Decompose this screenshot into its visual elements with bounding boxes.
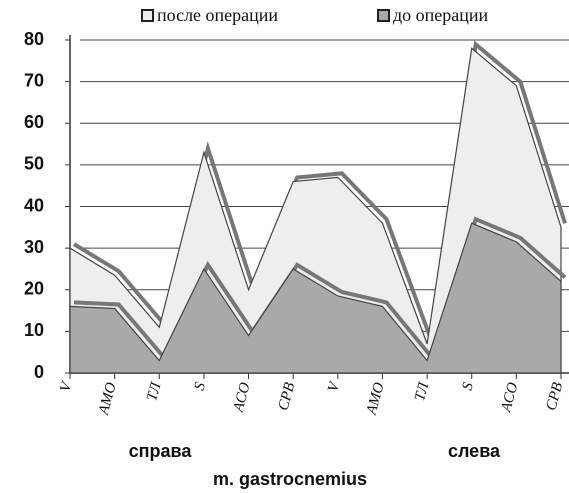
y-tick-label: 50 (24, 154, 44, 174)
area-ridge (73, 216, 567, 361)
y-tick-label: 70 (24, 70, 44, 90)
legend-swatch (377, 9, 390, 22)
x-tick-label: СРВ (276, 381, 299, 413)
x-tick-label: S (460, 380, 478, 392)
y-tick-label: 60 (24, 112, 44, 132)
legend-label: после операции (157, 5, 278, 25)
x-tick-label: ТЛ (144, 380, 164, 403)
x-tick-label: S (192, 380, 210, 392)
x-tick-label: АСО (230, 381, 253, 415)
area (69, 222, 562, 374)
x-tick-label: СРВ (543, 381, 566, 413)
x-tick-label: ТЛ (412, 380, 432, 403)
group-label: справа (129, 441, 193, 461)
legend-label: до операции (393, 5, 489, 25)
legend-swatch (141, 9, 154, 22)
y-tick-label: 30 (24, 237, 44, 257)
x-tick-label: АМО (364, 381, 388, 418)
x-axis-title: m. gastrocnemius (213, 469, 367, 489)
x-tick-label: АСО (498, 381, 521, 415)
area-ridge (72, 40, 567, 341)
y-tick-label: 0 (34, 362, 44, 382)
group-label: слева (448, 441, 501, 461)
x-tick-label: V (57, 379, 75, 394)
x-tick-label: АМО (96, 381, 120, 418)
x-tick-label: V (325, 379, 343, 394)
y-tick-label: 10 (24, 320, 44, 340)
y-tick-label: 40 (24, 195, 44, 215)
y-tick-label: 20 (24, 279, 44, 299)
y-tick-label: 80 (24, 29, 44, 49)
